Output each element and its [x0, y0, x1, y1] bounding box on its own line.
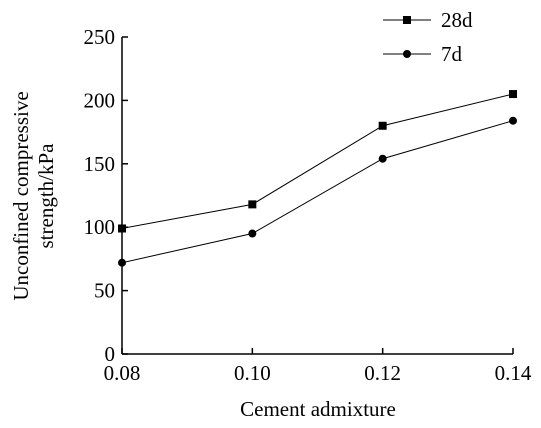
y-tick-label: 250 — [84, 25, 116, 49]
plot-area: 0 50 100 150 200 250 0.08 0.10 0.12 0.14 — [84, 25, 532, 385]
series-layer — [118, 90, 517, 267]
x-tick-label: 0.14 — [495, 361, 532, 385]
data-point-7d — [509, 116, 517, 125]
legend-label-28d: 28d — [441, 8, 473, 32]
y-tick-label: 200 — [84, 88, 116, 112]
legend-label-7d: 7d — [441, 42, 463, 66]
series-line-28d — [121, 93, 514, 229]
legend-marker-7d — [403, 50, 411, 58]
data-point-28d — [118, 224, 126, 233]
legend-marker-28d — [403, 16, 411, 24]
x-axis-label: Cement admixture — [240, 397, 396, 421]
y-axis-label-line2: strength/kPa — [34, 143, 58, 249]
y-tick-label: 50 — [94, 279, 115, 303]
data-point-28d — [378, 121, 387, 130]
y-axis-label-line1: Unconfined compressive — [9, 91, 33, 300]
data-point-28d — [509, 90, 517, 99]
x-ticks: 0.08 0.10 0.12 0.14 — [104, 348, 532, 385]
data-point-7d — [248, 229, 257, 238]
y-tick-label: 100 — [84, 215, 116, 239]
x-tick-label: 0.12 — [364, 361, 401, 385]
data-point-28d — [248, 200, 257, 209]
data-point-7d — [378, 154, 387, 163]
y-tick-label: 0 — [105, 342, 116, 366]
data-point-7d — [118, 258, 126, 267]
series-line-7d — [121, 120, 514, 264]
y-axis-label: Unconfined compressive strength/kPa — [9, 91, 58, 300]
x-tick-label: 0.10 — [234, 361, 271, 385]
y-tick-label: 150 — [84, 152, 116, 176]
y-ticks: 0 50 100 150 200 250 — [84, 25, 128, 366]
x-tick-label: 0.08 — [104, 361, 141, 385]
